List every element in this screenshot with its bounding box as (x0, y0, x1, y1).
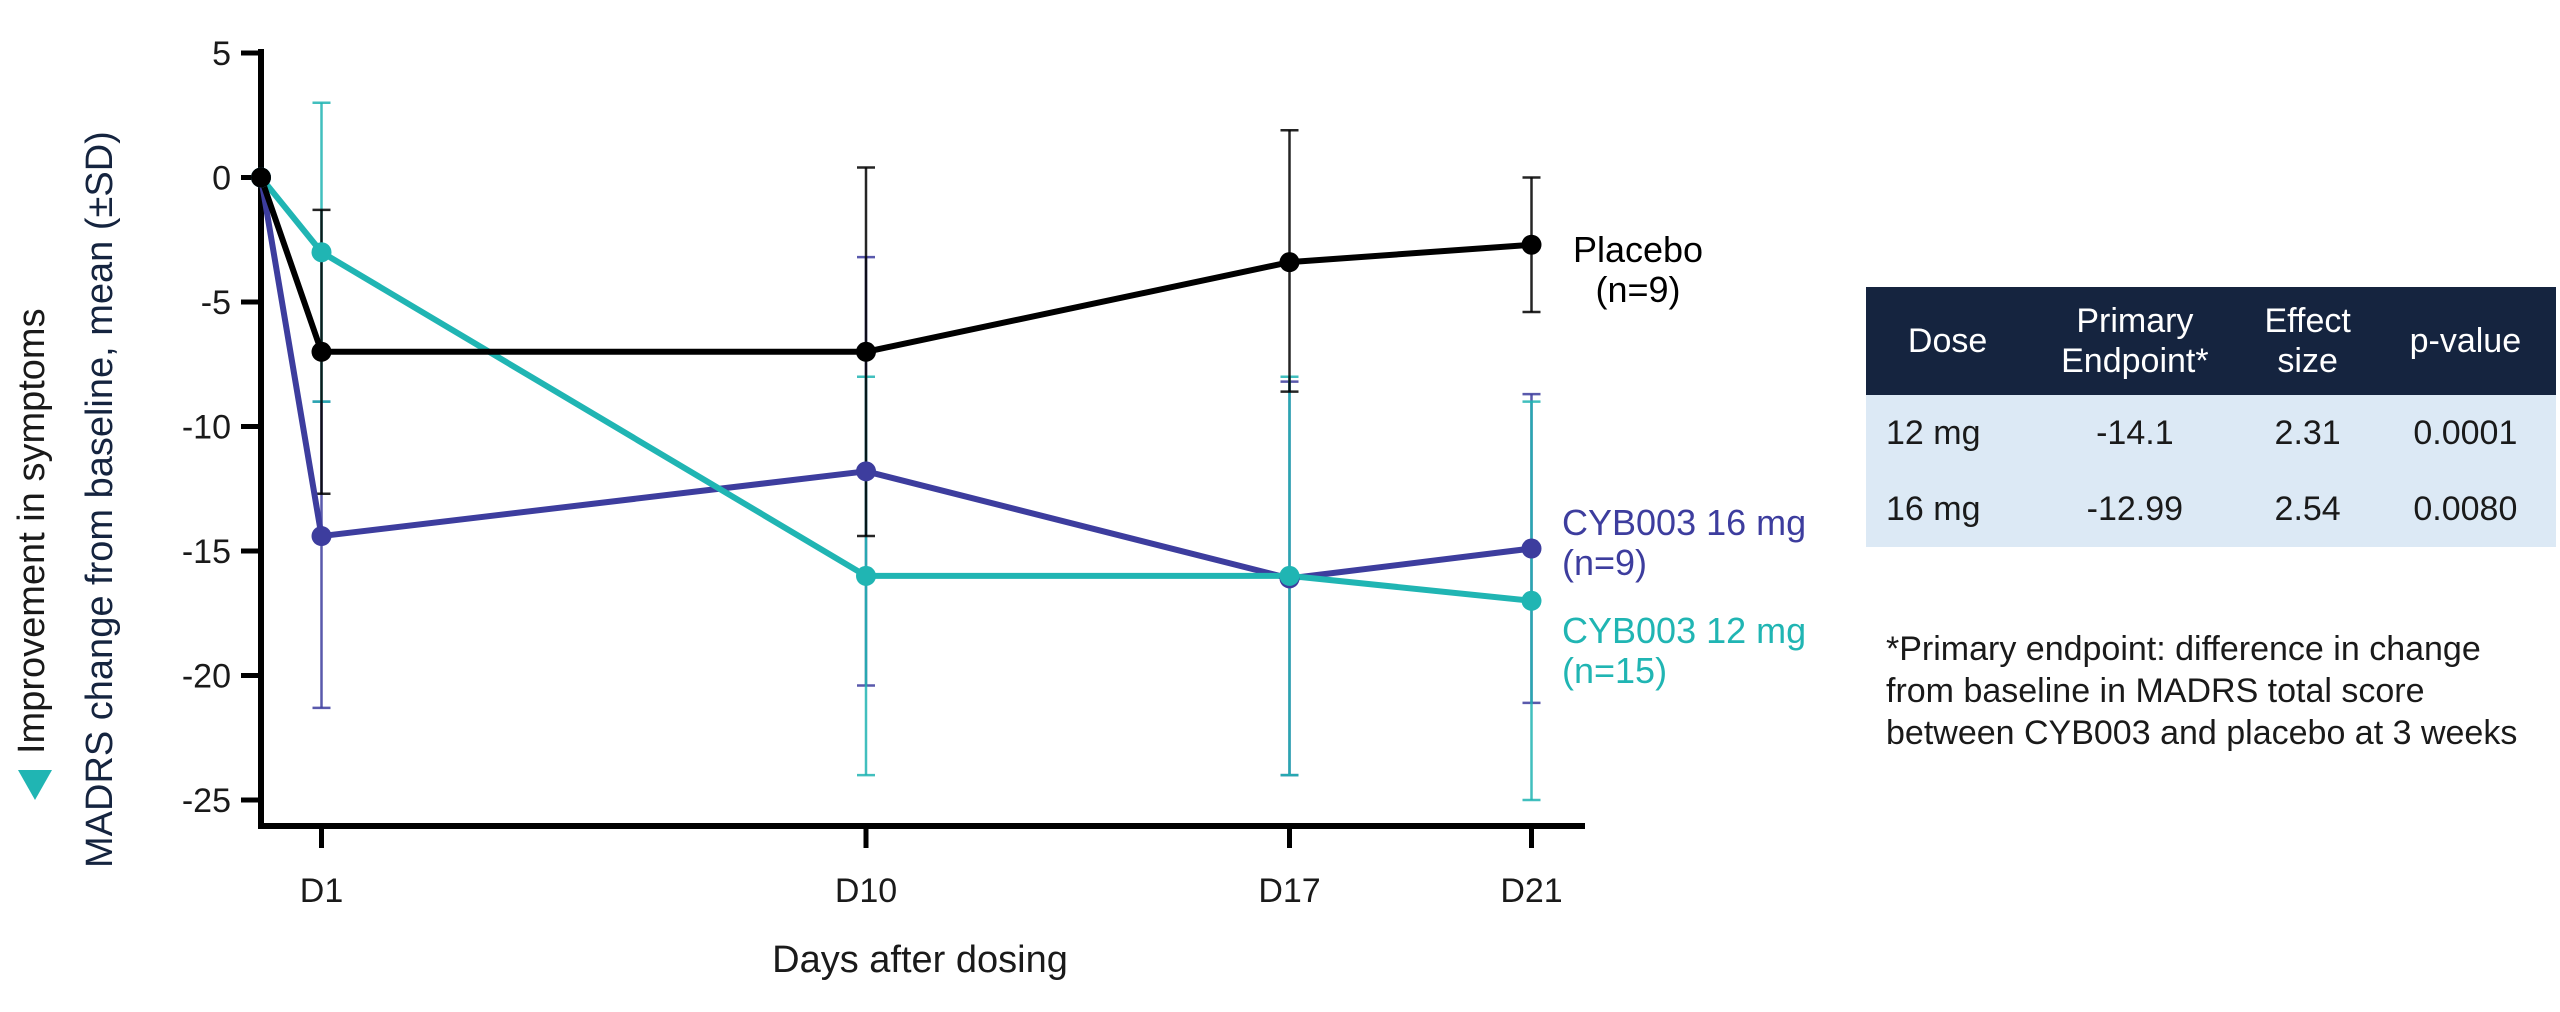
table-body: 12 mg -14.1 2.31 0.0001 16 mg -12.99 2.54 0.008… (1866, 395, 2556, 547)
down-triangle-icon (18, 770, 52, 800)
error-bars-group (312, 101, 1541, 802)
series-label-n: (n=9) (1595, 269, 1680, 310)
series-label-n: (n=9) (1562, 542, 1647, 583)
data-point (311, 526, 332, 547)
series-label-name: CYB003 12 mg (1562, 610, 1806, 651)
table-row: 16 mg -12.99 2.54 0.0080 (1866, 471, 2556, 547)
data-point (1521, 590, 1542, 611)
table-cell: -12.99 (2029, 471, 2241, 547)
y-axis-note: Improvement in symptoms (11, 308, 53, 754)
table-header-text: Effect (2264, 301, 2351, 340)
table-cell: 0.0001 (2374, 395, 2556, 471)
series-line (258, 177, 1532, 582)
table-cell: 2.54 (2240, 471, 2375, 547)
data-point (1279, 252, 1300, 273)
madrs-line-chart: Improvement in symptoms MADRS change fro… (11, 35, 1806, 981)
table-header-text: size (2277, 342, 2338, 380)
results-table: Dose Primary Endpoint* Effect size p-value 12… (1866, 287, 2556, 547)
table-header-cell: Effect size (2240, 287, 2375, 395)
data-point (1521, 234, 1542, 255)
y-axis-title: MADRS change from baseline, mean (±SD) (79, 131, 121, 868)
series-label-n: (n=15) (1562, 650, 1667, 691)
x-tick-label: D21 (1500, 872, 1562, 910)
footnote: *Primary endpoint: difference in change … (1886, 630, 2518, 752)
data-point (311, 242, 332, 263)
data-point (856, 565, 876, 586)
x-axis-title: Days after dosing (772, 939, 1068, 981)
series-label-name: CYB003 16 mg (1562, 502, 1806, 543)
table-header-cell: Primary Endpoint* (2029, 287, 2241, 395)
x-tick-label: D10 (835, 872, 897, 910)
table-cell: 12 mg (1866, 395, 2030, 471)
y-tick-label: 0 (212, 160, 231, 198)
table-header-text: Dose (1907, 321, 1988, 360)
data-point (311, 341, 332, 362)
y-tick-label: -10 (182, 409, 231, 447)
series-lines-group (258, 175, 1532, 604)
y-axis-title-group: Improvement in symptoms MADRS change fro… (11, 131, 121, 868)
table-header-cell: Dose (1866, 287, 2030, 395)
table-cell: 16 mg (1866, 471, 2030, 547)
series-line (258, 176, 1532, 355)
y-tick-label: -20 (182, 658, 231, 696)
table-header-row: Dose Primary Endpoint* Effect size p-value (1866, 287, 2556, 395)
table-header-text: Primary (2076, 301, 2194, 340)
y-tick-label: -5 (201, 284, 231, 322)
table-header-cell: p-value (2374, 287, 2556, 395)
data-point (1279, 565, 1300, 586)
data-point (251, 167, 271, 188)
table-cell: 2.31 (2240, 395, 2375, 471)
series-line (258, 175, 1532, 604)
y-tick-label: -15 (182, 533, 231, 571)
data-point (1521, 538, 1542, 559)
y-tick-label: 5 (212, 35, 231, 73)
table-cell: -14.1 (2029, 395, 2241, 471)
axes-group: 5 0 -5 -10 -15 -20 -25 D1 D10 D17 D21 (182, 35, 1585, 910)
table-header-text: Endpoint* (2061, 342, 2209, 380)
series-labels-group: Placebo(n=9)CYB003 16 mg(n=9)CYB003 12 m… (1562, 229, 1806, 691)
table-header-text: p-value (2409, 321, 2522, 360)
y-tick-label: -25 (182, 782, 231, 820)
data-point (856, 461, 876, 482)
data-point (856, 341, 876, 362)
x-tick-label: D17 (1258, 872, 1320, 910)
x-tick-label: D1 (300, 872, 343, 910)
table-row: 12 mg -14.1 2.31 0.0001 (1866, 395, 2556, 471)
series-label-name: Placebo (1573, 229, 1703, 270)
markers-group (251, 167, 1542, 611)
table-cell: 0.0080 (2374, 471, 2556, 547)
